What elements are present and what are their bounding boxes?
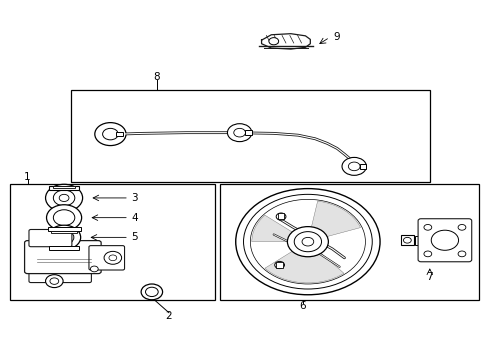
Bar <box>220 184 478 300</box>
FancyBboxPatch shape <box>89 246 124 270</box>
Bar <box>47 227 81 231</box>
Text: 6: 6 <box>299 301 305 311</box>
Text: 7: 7 <box>426 272 432 282</box>
Text: 3: 3 <box>131 193 138 203</box>
Bar <box>400 235 413 245</box>
Bar <box>10 184 215 300</box>
Bar <box>49 186 79 190</box>
Circle shape <box>109 255 117 261</box>
Circle shape <box>457 225 465 230</box>
Circle shape <box>287 226 328 257</box>
Circle shape <box>45 184 82 212</box>
Circle shape <box>233 129 245 137</box>
Circle shape <box>102 129 118 140</box>
Circle shape <box>274 261 284 269</box>
Bar <box>116 132 123 136</box>
Circle shape <box>341 157 366 175</box>
Bar <box>71 90 429 182</box>
Bar <box>53 186 75 188</box>
Wedge shape <box>251 215 292 242</box>
Bar <box>245 130 252 135</box>
Circle shape <box>250 199 365 284</box>
FancyBboxPatch shape <box>29 229 72 247</box>
Text: 5: 5 <box>131 232 138 242</box>
Text: 1: 1 <box>24 172 31 182</box>
Circle shape <box>53 210 75 226</box>
Circle shape <box>430 230 458 250</box>
Bar <box>414 236 419 244</box>
Circle shape <box>46 205 81 230</box>
Circle shape <box>95 123 126 145</box>
Bar <box>49 246 79 249</box>
Circle shape <box>302 237 313 246</box>
Wedge shape <box>264 251 343 283</box>
Circle shape <box>141 284 162 300</box>
Text: 4: 4 <box>131 213 138 222</box>
Circle shape <box>47 225 81 249</box>
Circle shape <box>227 124 251 141</box>
Circle shape <box>235 189 379 295</box>
Bar <box>359 164 366 169</box>
Circle shape <box>276 213 285 220</box>
Bar <box>276 262 283 267</box>
Circle shape <box>59 194 69 202</box>
FancyBboxPatch shape <box>29 266 91 283</box>
Circle shape <box>145 287 158 297</box>
Polygon shape <box>261 34 310 49</box>
Circle shape <box>243 194 371 289</box>
FancyBboxPatch shape <box>417 219 471 262</box>
Circle shape <box>104 251 122 264</box>
Circle shape <box>423 225 431 230</box>
Bar <box>277 213 284 219</box>
Circle shape <box>457 251 465 257</box>
Circle shape <box>53 190 75 206</box>
Text: 9: 9 <box>333 32 340 42</box>
Circle shape <box>423 251 431 257</box>
Text: 8: 8 <box>153 72 160 82</box>
Circle shape <box>268 38 278 45</box>
Text: 2: 2 <box>165 311 172 321</box>
FancyBboxPatch shape <box>24 240 101 274</box>
Circle shape <box>347 162 359 171</box>
Circle shape <box>294 231 321 252</box>
Circle shape <box>50 278 59 284</box>
Circle shape <box>403 237 410 243</box>
Wedge shape <box>311 201 360 237</box>
Circle shape <box>90 266 98 272</box>
Bar <box>51 230 77 233</box>
Circle shape <box>45 275 63 288</box>
Circle shape <box>54 230 74 244</box>
